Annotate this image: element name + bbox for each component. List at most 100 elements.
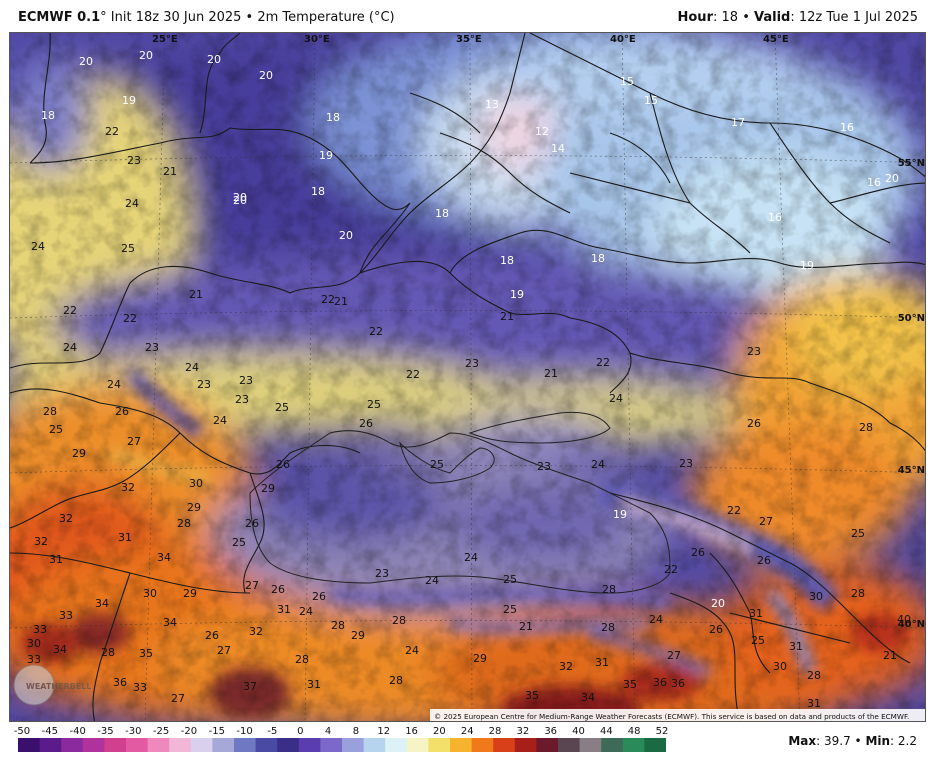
temperature-label: 20 <box>139 49 153 62</box>
colorbar-segment <box>406 738 429 752</box>
colorbar-segment <box>82 738 105 752</box>
colorbar-tick: -5 <box>267 726 278 737</box>
max-min-readout: Max: 39.7 • Min: 2.2 <box>788 734 917 748</box>
temperature-label: 19 <box>122 94 136 107</box>
lon-label: 40°E <box>610 34 636 45</box>
colorbar-tick: 48 <box>627 726 641 737</box>
temperature-label: 40 <box>897 613 911 626</box>
colorbar-segment <box>39 738 62 752</box>
colorbar-tick: -45 <box>41 726 58 737</box>
temperature-label: 28 <box>101 646 115 659</box>
temperature-label: 31 <box>807 697 821 710</box>
temperature-label: 32 <box>59 512 73 525</box>
colorbar-tick: -20 <box>180 726 198 737</box>
temperature-label: 20 <box>79 55 93 68</box>
temperature-label: 25 <box>232 536 246 549</box>
hour-value: : 18 <box>712 10 739 25</box>
temperature-label: 12 <box>535 125 549 138</box>
colorbar-segment <box>450 738 473 752</box>
temperature-label: 29 <box>72 447 86 460</box>
lat-label: 40°N <box>898 619 925 630</box>
temperature-label: 25 <box>275 401 289 414</box>
temperature-label: 20 <box>259 69 273 82</box>
temperature-label: 25 <box>121 242 135 255</box>
temperature-label: 29 <box>473 652 487 665</box>
colorbar-segment <box>147 738 170 752</box>
colorbar-tick: 36 <box>544 726 558 737</box>
temperature-label: 23 <box>239 374 253 387</box>
degree-mark: ° <box>100 10 107 25</box>
temperature-label: 25 <box>430 458 444 471</box>
temperature-label: 24 <box>649 613 663 626</box>
temperature-label: 21 <box>189 288 203 301</box>
colorbar-segment <box>428 738 451 752</box>
temperature-label: 34 <box>157 551 171 564</box>
temperature-label: 27 <box>171 692 185 705</box>
temperature-label: 32 <box>121 481 135 494</box>
country-borders <box>10 33 925 721</box>
temperature-label: 26 <box>691 546 705 559</box>
colorbar-segment <box>234 738 257 752</box>
temperature-label: 26 <box>312 590 326 603</box>
temperature-label: 25 <box>751 634 765 647</box>
lon-label: 30°E <box>304 34 330 45</box>
temperature-label: 26 <box>245 517 259 530</box>
temperature-label: 27 <box>667 649 681 662</box>
graticule <box>10 33 925 721</box>
temperature-label: 23 <box>145 341 159 354</box>
copyright-box <box>430 709 925 721</box>
separator: • <box>742 10 750 25</box>
temperature-label: 15 <box>620 75 634 88</box>
separator: • <box>854 734 862 748</box>
longitude-labels: 25°E 30°E 35°E 40°E 45°E <box>152 34 789 45</box>
colorbar-segment <box>579 738 602 752</box>
colorbar-segment <box>298 738 321 752</box>
temperature-label: 24 <box>591 458 605 471</box>
temperature-label: 24 <box>425 574 439 587</box>
temperature-label: 22 <box>369 325 383 338</box>
temperature-label: 28 <box>602 583 616 596</box>
temperature-label: 21 <box>163 165 177 178</box>
temperature-label: 18 <box>591 252 605 265</box>
temperature-label: 20 <box>339 229 353 242</box>
temperature-label: 18 <box>500 254 514 267</box>
colorbar-tick: 28 <box>488 726 502 737</box>
temperature-label: 31 <box>789 640 803 653</box>
temperature-label: 27 <box>127 435 141 448</box>
temperature-label: 24 <box>405 644 419 657</box>
field-name: 2m Temperature (°C) <box>257 10 395 25</box>
lat-label: 45°N <box>898 465 925 476</box>
temperature-label: 20 <box>233 191 247 204</box>
colorbar-segment <box>61 738 84 752</box>
temperature-label: 24 <box>299 605 313 618</box>
colorbar-segment <box>536 738 559 752</box>
temperature-label: 21 <box>500 310 514 323</box>
temperature-label: 25 <box>851 527 865 540</box>
temperature-label: 20 <box>711 597 725 610</box>
temperature-label: 28 <box>331 619 345 632</box>
colorbar-segment <box>514 738 537 752</box>
temperature-label: 33 <box>59 609 73 622</box>
map-panel[interactable]: 25°E 30°E 35°E 40°E 45°E 55°N 50°N 45°N … <box>9 32 926 722</box>
temperature-label: 23 <box>747 345 761 358</box>
temperature-label: 24 <box>107 378 121 391</box>
temperature-label: 29 <box>351 629 365 642</box>
min-value: : 2.2 <box>890 734 917 748</box>
temperature-label: 33 <box>27 653 41 666</box>
temperature-label: 30 <box>189 477 203 490</box>
temperature-label: 31 <box>49 553 63 566</box>
temperature-label: 24 <box>609 392 623 405</box>
temperature-label: 19 <box>510 288 524 301</box>
temperature-label: 22 <box>105 125 119 138</box>
colorbar-tick: 4 <box>324 726 332 737</box>
temperature-label: 19 <box>319 149 333 162</box>
colorbar-tick: 16 <box>405 726 418 737</box>
colorbar-segment <box>493 738 516 752</box>
colorbar-segment <box>342 738 365 752</box>
temperature-label: 20 <box>207 53 221 66</box>
temperature-label: 18 <box>41 109 55 122</box>
colorbar-segment <box>385 738 408 752</box>
temperature-label: 17 <box>731 116 745 129</box>
colorbar-tick: 8 <box>352 726 360 737</box>
